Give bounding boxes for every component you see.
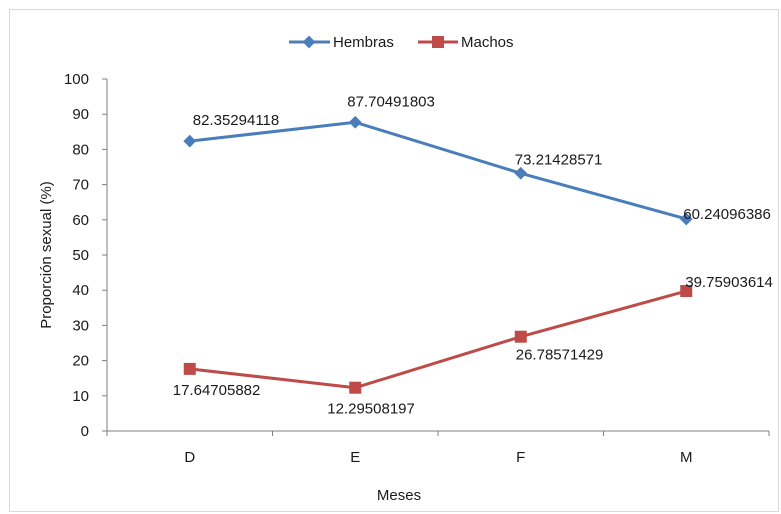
y-tick-label: 90 [72,106,89,123]
data-label-hembras: 82.35294118 [193,112,279,129]
y-tick-label: 80 [72,141,89,158]
data-label-hembras: 73.21428571 [515,151,603,168]
y-tick-label: 50 [72,247,89,264]
data-label-machos: 12.29508197 [327,401,415,418]
legend: Hembras Machos [289,34,514,51]
data-label-hembras: 87.70491803 [347,93,435,110]
data-point-hembras [183,134,197,148]
y-tick-label: 60 [72,212,89,229]
legend-label-machos: Machos [461,34,514,51]
series-line-machos [189,289,687,390]
data-label-machos: 17.64705882 [173,382,261,399]
x-tick-label: F [516,449,525,466]
y-tick-label: 30 [72,317,89,334]
y-tick-label: 10 [72,388,89,405]
x-tick-label: D [184,449,195,466]
series-line-hembras [189,120,687,221]
y-tick-label: 40 [72,282,89,299]
y-tick-label: 20 [72,353,89,370]
legend-label-hembras: Hembras [333,34,394,51]
chart-frame [9,9,779,512]
data-label-machos: 26.78571429 [516,347,604,364]
series-layer [183,115,693,394]
y-tick-label: 100 [64,71,89,88]
data-label-hembras: 60.24096386 [683,206,771,223]
data-point-hembras [514,166,528,180]
x-axis-title: Meses [377,487,421,504]
x-tick-label: E [350,449,360,466]
data-point-machos [680,285,693,298]
data-point-hembras [348,115,362,129]
y-axis-title: Proporción sexual (%) [38,181,55,329]
y-tick-label: 0 [81,423,89,440]
y-tick-label: 70 [72,177,89,194]
legend-marker-machos [432,36,444,48]
legend-marker-hembras [302,35,316,49]
data-labels: 82.35294118 87.70491803 73.21428571 60.2409… [173,93,773,417]
data-point-machos [514,330,527,343]
data-label-machos: 39.75903614 [685,274,773,291]
x-tick-label: M [680,449,693,466]
data-point-machos [349,381,362,394]
axes: 0 10 20 30 40 50 60 70 80 90 100 D E F M [64,71,770,466]
data-point-machos [183,362,196,375]
